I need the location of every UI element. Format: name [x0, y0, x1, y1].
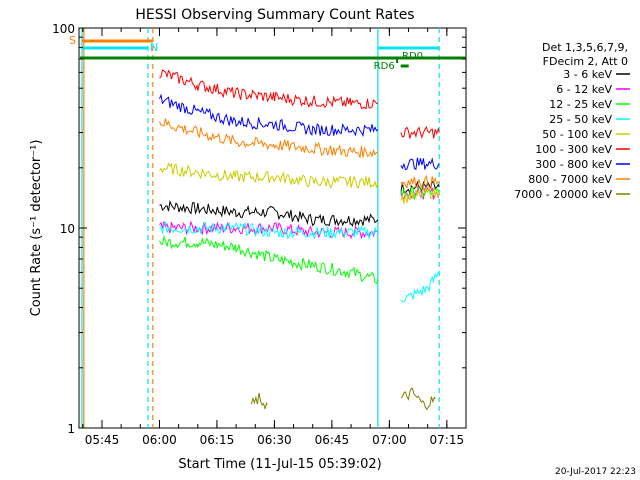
y-tick-label: 100 — [52, 22, 75, 36]
rd0-label: RD0 — [402, 51, 423, 62]
series-2 — [159, 186, 440, 285]
legend-label: 3 - 6 keV — [563, 68, 612, 81]
series-8 — [250, 387, 436, 411]
series-line — [159, 220, 379, 240]
series-line — [159, 234, 379, 285]
x-tick-label: 06:15 — [200, 433, 235, 447]
x-axis-label: Start Time (11-Jul-15 05:39:02) — [178, 457, 381, 472]
x-tick-label: 06:00 — [142, 433, 177, 447]
legend-label: 12 - 25 keV — [549, 98, 612, 111]
series-0 — [159, 180, 440, 227]
series-line — [159, 220, 379, 241]
series-line — [159, 118, 379, 158]
x-tick-label: 06:45 — [315, 433, 350, 447]
series-line — [400, 387, 436, 411]
series-7 — [159, 118, 440, 190]
legend-label: 50 - 100 keV — [542, 128, 612, 141]
legend-header: Det 1,3,5,6,7,9, — [542, 41, 628, 54]
series-line — [159, 93, 379, 138]
saa-marker-label: S — [69, 34, 76, 47]
series-line — [159, 162, 379, 189]
legend-label: 25 - 50 keV — [549, 113, 612, 126]
observation-markers: S N RD6 RD0 — [69, 28, 466, 428]
legend-label: 100 - 300 keV — [535, 143, 612, 156]
x-tick-label: 05:45 — [85, 433, 120, 447]
legend-label: 6 - 12 keV — [556, 83, 612, 96]
y-tick-label: 10 — [60, 222, 75, 236]
y-tick-label: 1 — [67, 422, 75, 436]
legend: Det 1,3,5,6,7,9,FDecim 2, Att 03 - 6 keV… — [514, 41, 630, 201]
series-6 — [159, 93, 440, 171]
night-marker-label: N — [150, 41, 158, 54]
chart-title: HESSI Observing Summary Count Rates — [135, 7, 414, 23]
series-3 — [159, 220, 440, 303]
legend-label: 800 - 7000 keV — [528, 173, 612, 186]
series-5 — [159, 69, 440, 139]
footer-timestamp: 20-Jul-2017 22:23 — [555, 467, 636, 477]
series-line — [400, 271, 440, 303]
plot-frame — [78, 27, 467, 429]
rd6-label: RD6 — [374, 61, 395, 72]
y-axis-label: Count Rate (s⁻¹ detector⁻¹) — [29, 140, 44, 317]
series-line — [400, 157, 440, 171]
series-line — [159, 199, 379, 227]
series-line — [400, 185, 440, 204]
series-line — [250, 392, 268, 410]
x-tick-label: 07:15 — [430, 433, 465, 447]
legend-header: FDecim 2, Att 0 — [543, 55, 628, 68]
series-4 — [159, 162, 440, 204]
legend-label: 7000 - 20000 keV — [514, 188, 612, 201]
legend-label: 300 - 800 keV — [535, 158, 612, 171]
series-line — [400, 174, 440, 190]
axis-ticks: 05:45 06:00 06:15 06:30 06:45 07:00 07:15 1 10 10… — [52, 22, 467, 447]
series-layer — [159, 69, 440, 411]
x-tick-label: 06:30 — [257, 433, 292, 447]
x-tick-label: 07:00 — [372, 433, 407, 447]
series-line — [400, 125, 440, 139]
series-line — [159, 69, 378, 110]
plot-area-border — [78, 27, 467, 429]
